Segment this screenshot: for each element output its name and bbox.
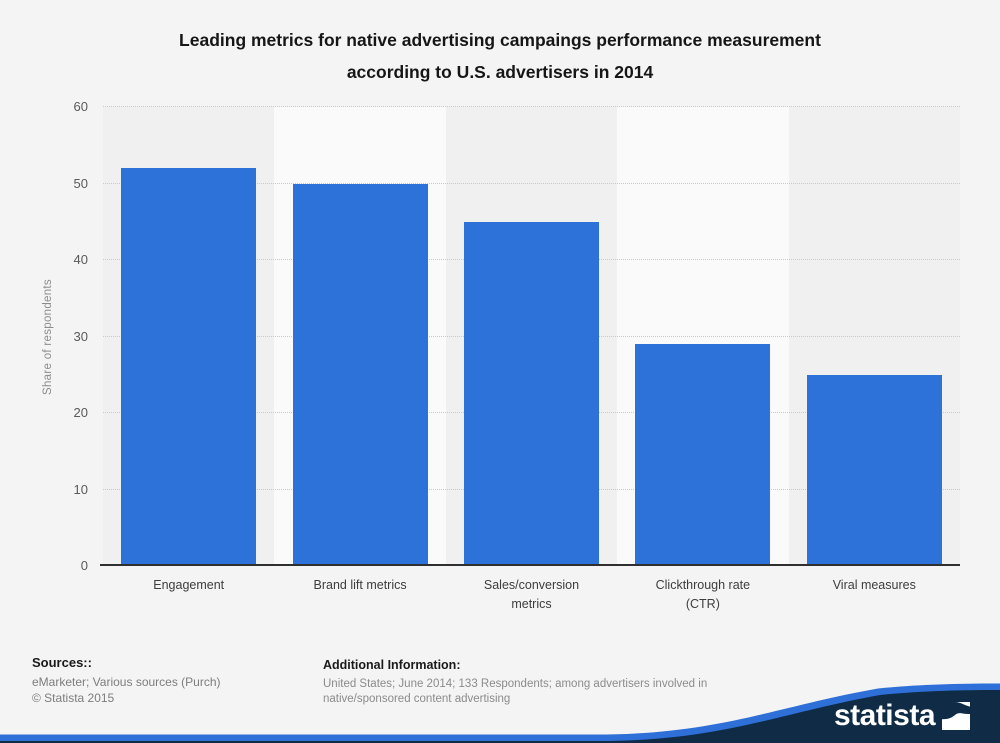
y-tick-label-30: 30: [73, 328, 88, 344]
y-tick-label-20: 20: [73, 405, 88, 420]
additional-information-line2: native/sponsored content advertising: [323, 693, 511, 705]
y-tick-label-50: 50: [73, 175, 88, 191]
sources-text: eMarketer; Various sources (Purch): [32, 675, 221, 689]
x-label-sales-conversion-metrics: Sales/conversion metrics: [483, 578, 580, 611]
plot-area: [103, 106, 960, 566]
x-label-engagement: Engagement: [153, 578, 225, 592]
y-tick-label-10: 10: [73, 481, 88, 497]
statista-logo-text: statista: [833, 699, 936, 732]
footer-wave-graphic: [0, 683, 1000, 743]
wave-navy-fill: [0, 690, 1000, 743]
bar-sales-conversion-metrics: [464, 221, 599, 566]
additional-information-line1: United States; June 2014; 133 Respondent…: [323, 678, 708, 690]
bar-clickthrough-rate-ctr-: [635, 344, 771, 566]
additional-information-block: Additional Information: United States; J…: [323, 658, 743, 707]
statista-logo: statista: [833, 699, 970, 732]
additional-information-label: Additional Information:: [323, 658, 461, 672]
sources-block: Sources:: eMarketer; Various sources (Pu…: [32, 655, 312, 706]
statista-logo-icon: [942, 702, 970, 730]
y-tick-label-40: 40: [73, 252, 88, 267]
gridline-60: [103, 106, 960, 107]
y-axis-ticks: 0 10 20 30 40 50 60: [0, 99, 88, 573]
y-tick-label-60: 60: [73, 99, 88, 114]
x-label-clickthrough-rate-ctr-: Clickthrough rate (CTR): [655, 578, 751, 611]
chart-title: Leading metrics for native advertising c…: [0, 24, 1000, 88]
y-tick-label-0: 0: [80, 558, 88, 573]
bar-brand-lift-metrics: [292, 183, 428, 566]
x-label-viral-measures: Viral measures: [832, 578, 916, 592]
copyright-text: © Statista 2015: [32, 691, 115, 705]
gridline-50: [103, 182, 960, 184]
chart-title-line2: according to U.S. advertisers in 2014: [346, 62, 654, 82]
sources-label: Sources::: [32, 655, 92, 670]
bar-viral-measures: [806, 374, 942, 566]
chart-title-line1: Leading metrics for native advertising c…: [179, 30, 821, 50]
x-axis-line: [100, 564, 960, 566]
bar-engagement: [121, 168, 257, 566]
x-label-brand-lift-metrics: Brand lift metrics: [313, 578, 407, 592]
x-axis-labels: Engagement Brand lift metrics Sales/conver…: [103, 576, 960, 614]
